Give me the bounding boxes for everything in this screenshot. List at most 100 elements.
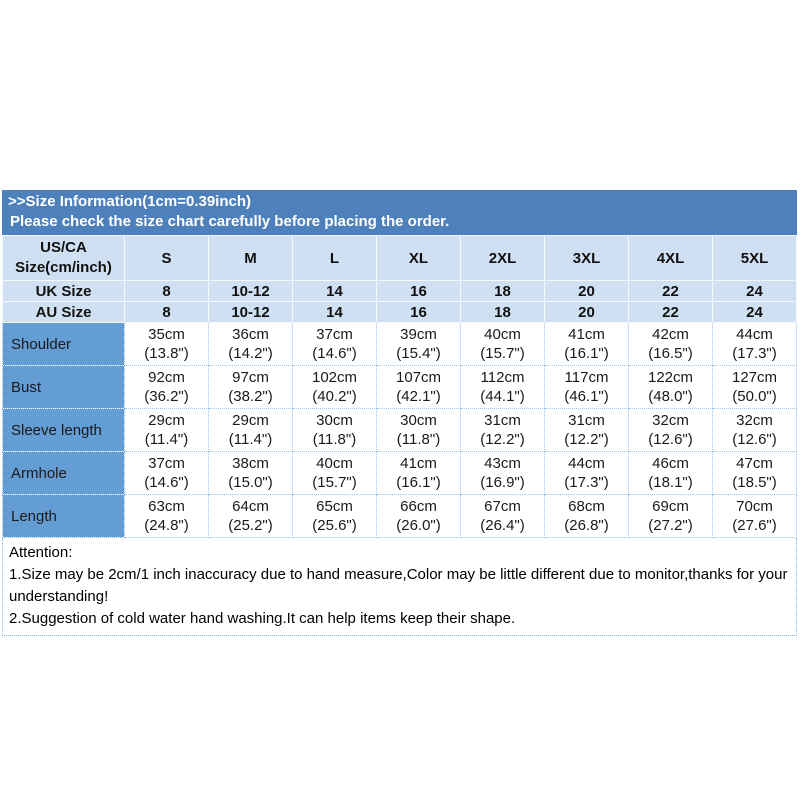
attention-notes: Attention: 1.Size may be 2cm/1 inch inac…: [2, 538, 797, 636]
measurement-cell: 37cm (14.6"): [292, 322, 377, 366]
cm-value: 29cm: [148, 412, 185, 429]
measurement-row-sleeve-length: Sleeve length 29cm (11.4") 29cm (11.4") 30…: [2, 408, 797, 452]
measurement-cell: 66cm (26.0"): [376, 494, 461, 538]
corner-header-cell: US/CA Size(cm/inch): [2, 235, 125, 281]
inch-value: (14.2"): [228, 345, 273, 362]
inch-value: (18.5"): [732, 474, 777, 491]
uk-size-cell: 14: [292, 280, 377, 302]
au-size-cell: 22: [628, 301, 713, 323]
inch-value: (36.2"): [144, 388, 189, 405]
inch-value: (14.6"): [144, 474, 189, 491]
size-column-header: 3XL: [544, 235, 629, 281]
cm-value: 69cm: [652, 498, 689, 515]
measurement-cell: 32cm (12.6"): [712, 408, 797, 452]
cm-value: 32cm: [652, 412, 689, 429]
inch-value: (15.7"): [312, 474, 357, 491]
measurement-cell: 46cm (18.1"): [628, 451, 713, 495]
measurement-cell: 44cm (17.3"): [712, 322, 797, 366]
cm-value: 30cm: [400, 412, 437, 429]
size-column-header: L: [292, 235, 377, 281]
inch-value: (27.2"): [648, 517, 693, 534]
cm-value: 122cm: [647, 369, 694, 386]
cm-value: 32cm: [736, 412, 773, 429]
cm-value: 66cm: [400, 498, 437, 515]
size-column-header: M: [208, 235, 293, 281]
inch-value: (12.6"): [648, 431, 693, 448]
size-chart-sheet: >>Size Information(1cm=0.39inch) Please …: [2, 190, 797, 636]
measurement-row-bust: Bust 92cm (36.2") 97cm (38.2") 102cm (40.2"…: [2, 365, 797, 409]
measurement-cell: 65cm (25.6"): [292, 494, 377, 538]
inch-value: (13.8"): [144, 345, 189, 362]
cm-value: 102cm: [311, 369, 358, 386]
cm-value: 43cm: [484, 455, 521, 472]
inch-value: (11.8"): [312, 431, 357, 448]
cm-value: 38cm: [232, 455, 269, 472]
au-size-cell: 14: [292, 301, 377, 323]
measurement-cell: 30cm (11.8"): [376, 408, 461, 452]
measurement-cell: 29cm (11.4"): [208, 408, 293, 452]
measurement-row-armhole: Armhole 37cm (14.6") 38cm (15.0") 40cm (15.…: [2, 451, 797, 495]
inch-value: (15.7"): [480, 345, 525, 362]
size-column-header: 4XL: [628, 235, 713, 281]
inch-value: (25.6"): [312, 517, 357, 534]
size-column-header: 2XL: [460, 235, 545, 281]
measurement-cell: 122cm (48.0"): [628, 365, 713, 409]
measurement-cell: 43cm (16.9"): [460, 451, 545, 495]
inch-value: (38.2"): [228, 388, 273, 405]
inch-value: (15.0"): [228, 474, 273, 491]
measurement-row-shoulder: Shoulder 35cm (13.8") 36cm (14.2") 37cm (14…: [2, 322, 797, 366]
attention-line1: 1.Size may be 2cm/1 inch inaccuracy due …: [9, 566, 788, 605]
size-header-row: US/CA Size(cm/inch) S M L XL 2XL 3XL 4XL…: [2, 235, 797, 281]
measurement-cell: 47cm (18.5"): [712, 451, 797, 495]
size-column-header: XL: [376, 235, 461, 281]
measurement-cell: 63cm (24.8"): [124, 494, 209, 538]
cm-value: 35cm: [148, 326, 185, 343]
attention-line2: 2.Suggestion of cold water hand washing.…: [9, 610, 516, 627]
row-label: Shoulder: [2, 322, 125, 366]
inch-value: (11.8"): [396, 431, 441, 448]
cm-value: 64cm: [232, 498, 269, 515]
au-size-cell: 20: [544, 301, 629, 323]
row-label: Sleeve length: [2, 408, 125, 452]
row-label: Armhole: [2, 451, 125, 495]
measurement-cell: 37cm (14.6"): [124, 451, 209, 495]
measurement-cell: 42cm (16.5"): [628, 322, 713, 366]
inch-value: (11.4"): [144, 431, 189, 448]
cm-value: 37cm: [148, 455, 185, 472]
uk-size-cell: 10-12: [208, 280, 293, 302]
measurement-cell: 38cm (15.0"): [208, 451, 293, 495]
measurement-cell: 36cm (14.2"): [208, 322, 293, 366]
measurement-cell: 117cm (46.1"): [544, 365, 629, 409]
size-column-header: S: [124, 235, 209, 281]
measurement-cell: 112cm (44.1"): [460, 365, 545, 409]
title-bar: >>Size Information(1cm=0.39inch) Please …: [2, 190, 797, 235]
cm-value: 40cm: [316, 455, 353, 472]
inch-value: (48.0"): [648, 388, 693, 405]
uk-size-cell: 18: [460, 280, 545, 302]
measurement-cell: 127cm (50.0"): [712, 365, 797, 409]
inch-value: (11.4"): [228, 431, 273, 448]
measurement-cell: 39cm (15.4"): [376, 322, 461, 366]
measurement-cell: 40cm (15.7"): [292, 451, 377, 495]
cm-value: 107cm: [395, 369, 442, 386]
measurement-cell: 69cm (27.2"): [628, 494, 713, 538]
au-size-cell: 8: [124, 301, 209, 323]
inch-value: (12.2"): [480, 431, 525, 448]
inch-value: (50.0"): [732, 388, 777, 405]
measurement-cell: 68cm (26.8"): [544, 494, 629, 538]
cm-value: 47cm: [736, 455, 773, 472]
inch-value: (17.3"): [732, 345, 777, 362]
cm-value: 67cm: [484, 498, 521, 515]
inch-value: (25.2"): [228, 517, 273, 534]
measurement-cell: 107cm (42.1"): [376, 365, 461, 409]
uk-size-row: UK Size 8 10-12 14 16 18 20 22 24: [2, 280, 797, 302]
cm-value: 29cm: [232, 412, 269, 429]
cm-value: 37cm: [316, 326, 353, 343]
cm-value: 70cm: [736, 498, 773, 515]
inch-value: (17.3"): [564, 474, 609, 491]
au-size-cell: 16: [376, 301, 461, 323]
au-size-cell: 10-12: [208, 301, 293, 323]
measurement-cell: 29cm (11.4"): [124, 408, 209, 452]
uk-size-cell: 22: [628, 280, 713, 302]
cm-value: 63cm: [148, 498, 185, 515]
